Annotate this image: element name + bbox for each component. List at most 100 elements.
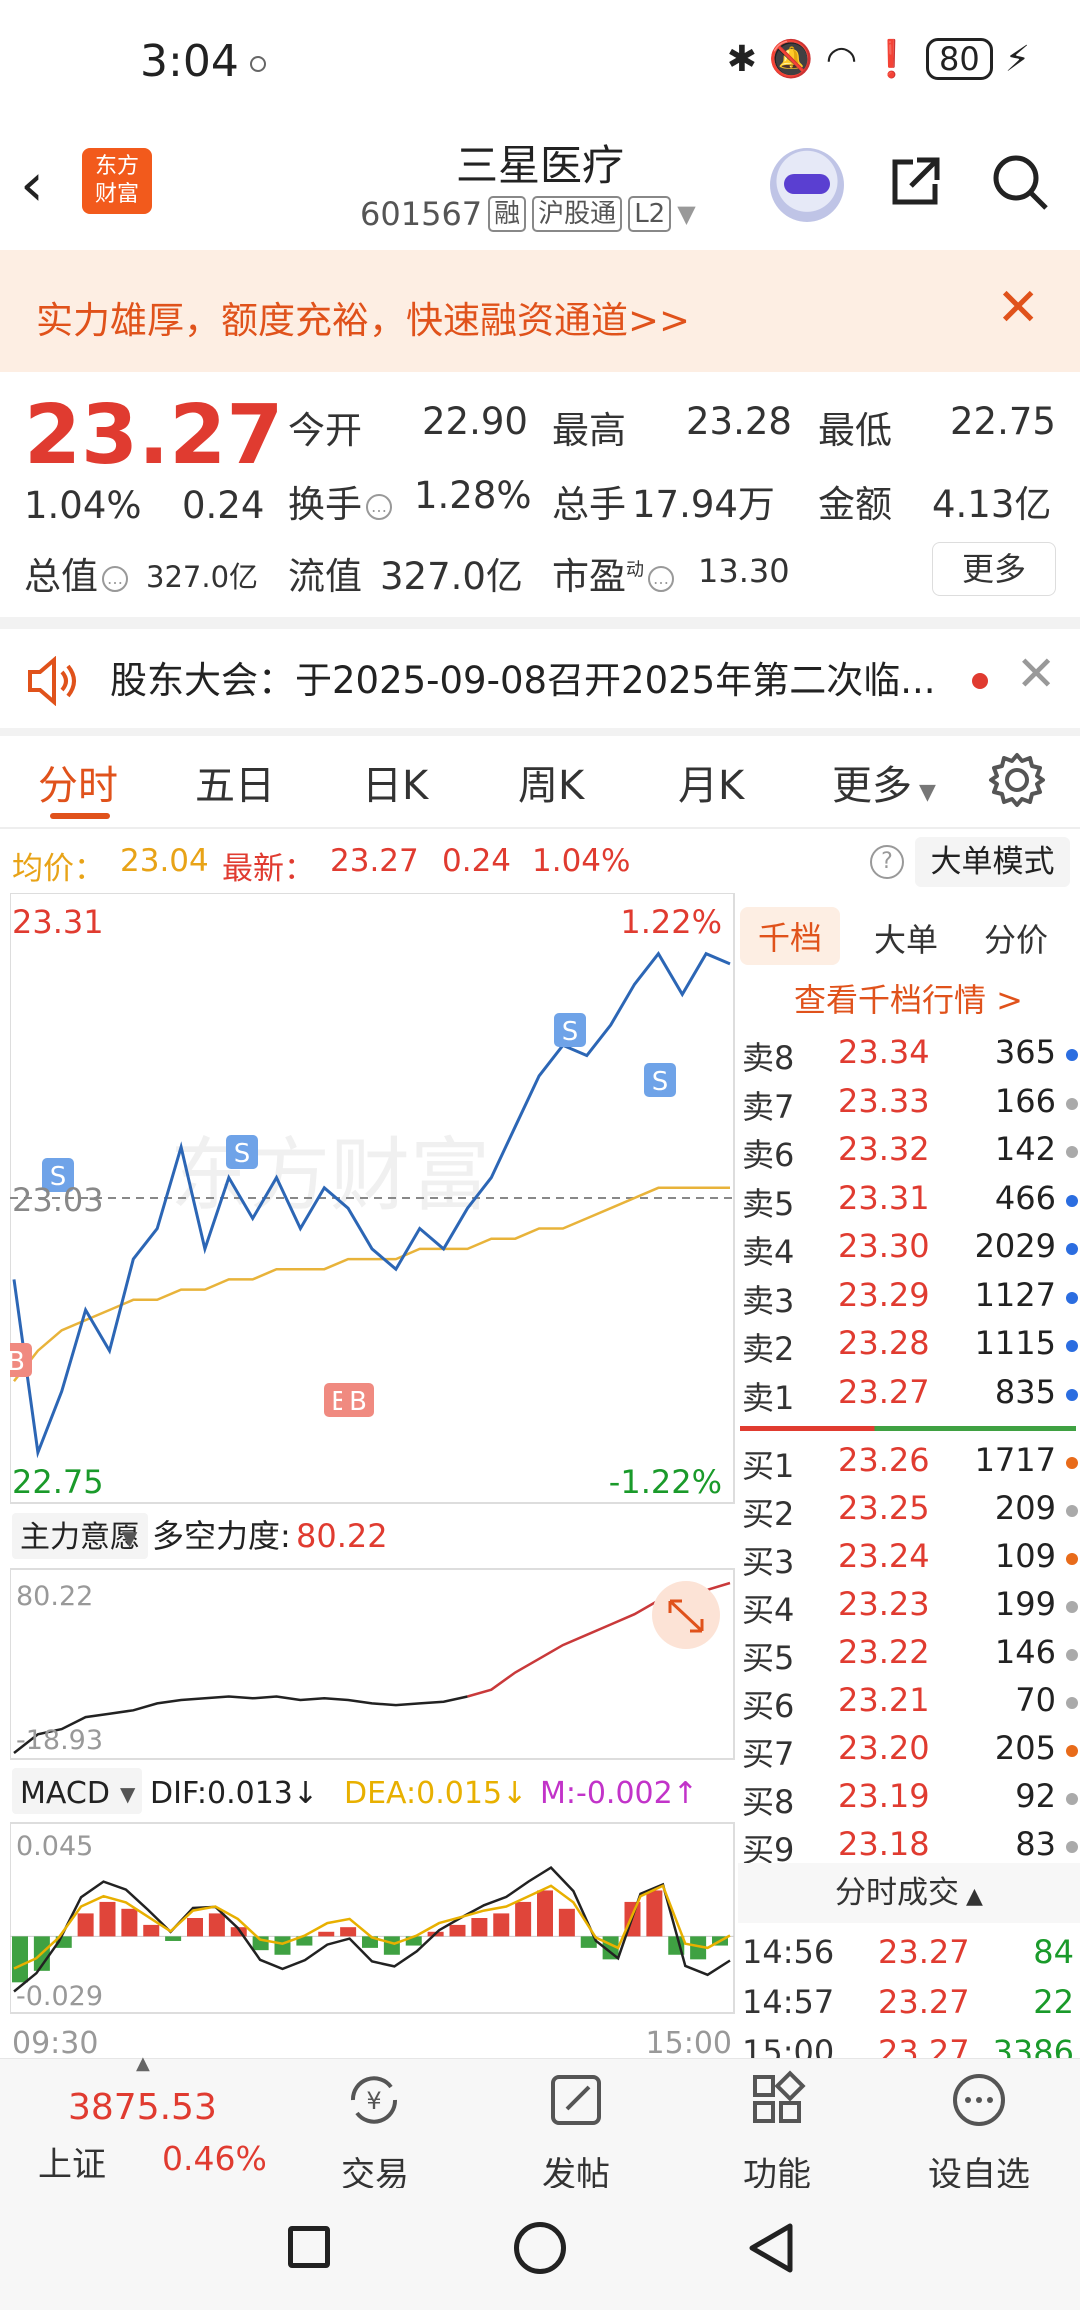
level-label: 卖6 — [742, 1136, 795, 1174]
level-dot — [1066, 1291, 1078, 1304]
tab-big-orders[interactable]: 大单 — [874, 921, 939, 959]
level-volume: 2029 — [974, 1227, 1056, 1265]
promo-banner[interactable]: 实力雄厚，额度充裕，快速融资通道>> ✕ — [0, 250, 1080, 372]
macd-select[interactable] — [12, 1768, 142, 1814]
watchlist-icon[interactable] — [948, 2069, 1010, 2131]
macd-bar — [515, 1901, 532, 1937]
recents-icon[interactable] — [288, 2226, 330, 2268]
indicator-panel-frame — [9, 1568, 735, 1760]
level-price: 23.21 — [838, 1681, 930, 1719]
buy-marker[interactable]: B — [342, 1383, 374, 1417]
level-label: 卖5 — [742, 1184, 795, 1223]
macd-m: M:-0.002↑ — [540, 1776, 698, 1811]
trade-icon[interactable]: ¥ — [343, 2069, 405, 2131]
info-icon[interactable]: … — [102, 565, 128, 592]
notice-bar[interactable]: 股东大会：于2025-09-08召开2025年第二次临... ✕ — [0, 628, 1080, 728]
sell-row[interactable]: 卖2 23.28 1115 — [738, 1324, 1078, 1372]
close-icon[interactable]: ✕ — [996, 278, 1040, 338]
stock-code: 601567 — [360, 195, 483, 233]
charging-icon: ⚡ — [1004, 38, 1030, 80]
sell-row[interactable]: 卖1 23.27 835 — [738, 1373, 1078, 1421]
buy-row[interactable]: 买2 23.25 209 — [738, 1489, 1078, 1537]
index-pct[interactable]: 0.46% — [162, 2139, 267, 2178]
tab-weekly-k[interactable]: 周K — [518, 763, 585, 809]
trade-price: 23.27 — [878, 1983, 970, 2021]
post-icon[interactable] — [545, 2069, 607, 2131]
macd-bar — [55, 1936, 72, 1948]
level-price: 23.24 — [838, 1537, 930, 1575]
tab-daily-k[interactable]: 日K — [362, 763, 429, 809]
assistant-avatar[interactable] — [770, 148, 844, 222]
search-icon[interactable] — [990, 152, 1050, 212]
info-icon[interactable]: … — [648, 565, 674, 592]
trades-header[interactable]: 分时成交 ▲ — [738, 1863, 1080, 1923]
buy-row[interactable]: 买5 23.22 146 — [738, 1633, 1078, 1681]
home-icon[interactable] — [514, 2222, 566, 2274]
mktcap-label-text: 总值 — [24, 555, 98, 598]
big-order-mode-button[interactable]: 大单模式 — [915, 837, 1070, 887]
avg-value: 23.04 — [120, 843, 209, 879]
logo-text-1: 东方 — [94, 154, 139, 179]
divider — [0, 617, 1080, 629]
sell-row[interactable]: 卖3 23.29 1127 — [738, 1276, 1078, 1324]
sell-marker[interactable]: S — [226, 1135, 258, 1169]
buy-row[interactable]: 买8 23.19 92 — [738, 1777, 1078, 1825]
level-price: 23.22 — [838, 1633, 930, 1671]
unread-dot — [972, 673, 988, 689]
buy-row[interactable]: 买9 23.18 83 — [738, 1825, 1078, 1873]
buy-row[interactable]: 买7 23.20 205 — [738, 1729, 1078, 1777]
tab-depth[interactable]: 千档 — [740, 907, 841, 965]
promo-text[interactable]: 实力雄厚，额度充裕，快速融资通道>> — [36, 299, 691, 342]
close-icon[interactable]: ✕ — [1016, 646, 1057, 702]
back-button[interactable]: ‹ — [20, 150, 44, 220]
level-volume: 835 — [994, 1372, 1056, 1411]
trade-time: 14:57 — [742, 1983, 835, 2021]
notice-text[interactable]: 股东大会：于2025-09-08召开2025年第二次临... — [110, 659, 936, 702]
sell-marker[interactable]: S — [644, 1063, 676, 1097]
tab-intraday[interactable]: 分时 — [38, 763, 118, 809]
back-nav-icon[interactable] — [744, 2220, 796, 2276]
depth-link[interactable]: 查看千档行情 > — [794, 981, 1023, 1019]
tab-monthly-k[interactable]: 月K — [678, 763, 745, 809]
sell-row[interactable]: 卖4 23.30 2029 — [738, 1227, 1078, 1275]
level-price: 23.28 — [838, 1324, 930, 1362]
sell-row[interactable]: 卖5 23.31 466 — [738, 1179, 1078, 1227]
help-icon[interactable]: ? — [870, 845, 904, 879]
more-button[interactable]: 更多 — [932, 542, 1056, 596]
sell-row[interactable]: 卖7 23.33 166 — [738, 1082, 1078, 1130]
indicator-select[interactable] — [12, 1513, 148, 1559]
indicator-line — [13, 1695, 468, 1754]
index-value[interactable]: 3875.53 — [68, 2087, 217, 2128]
sell-row[interactable]: 卖8 23.34 365 — [738, 1033, 1078, 1081]
current-price: 23.27 — [24, 388, 284, 483]
sell-row[interactable]: 卖6 23.32 142 — [738, 1130, 1078, 1178]
settings-gear-icon[interactable] — [988, 751, 1046, 809]
tab-more[interactable]: 更多 ▼ — [832, 753, 936, 811]
ind-y-top: 80.22 — [16, 1581, 93, 1612]
stock-code-row[interactable]: 601567 融 沪股通 L2 ▼ — [360, 195, 696, 233]
index-name[interactable]: 上证 — [38, 2145, 106, 2185]
macd-bar — [690, 1936, 707, 1960]
order-book-panel: 千档 大单 分价 查看千档行情 > 卖8 23.34 365 卖7 23.33 166 卖6… — [738, 893, 1080, 2071]
macd-name[interactable]: MACD — [20, 1776, 110, 1811]
low-label: 最低 — [818, 409, 892, 452]
sell-marker[interactable]: S — [554, 1013, 586, 1047]
watermark: 东方财富 — [170, 1129, 490, 1222]
tab-price-dist[interactable]: 分价 — [984, 921, 1049, 959]
share-icon[interactable] — [885, 152, 945, 212]
buy-row[interactable]: 买6 23.21 70 — [738, 1681, 1078, 1729]
indicator-name[interactable]: 主力意愿 — [20, 1520, 140, 1555]
indicator-label: 多空力度: — [152, 1517, 291, 1555]
buy-row[interactable]: 买3 23.24 109 — [738, 1537, 1078, 1585]
tab-more-label: 更多 — [832, 763, 912, 809]
info-icon[interactable]: … — [366, 493, 392, 520]
buy-row[interactable]: 买1 23.26 1717 — [738, 1441, 1078, 1489]
sell-marker[interactable]: S — [42, 1158, 74, 1192]
buy-marker[interactable]: B — [0, 1343, 32, 1377]
buy-row[interactable]: 买4 23.23 199 — [738, 1585, 1078, 1633]
tab-five-day[interactable]: 五日 — [195, 763, 275, 809]
functions-icon[interactable] — [747, 2069, 809, 2131]
